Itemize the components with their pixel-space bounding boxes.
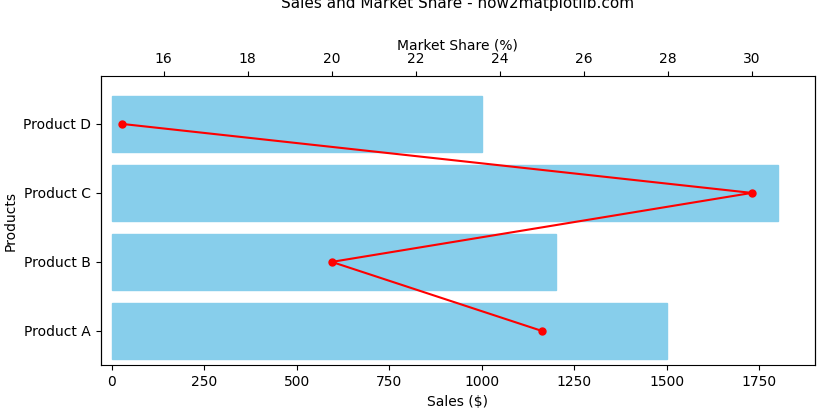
Y-axis label: Products: Products: [3, 191, 18, 250]
Bar: [112, 303, 667, 359]
Bar: [112, 165, 778, 221]
X-axis label: Sales ($): Sales ($): [428, 395, 488, 409]
Bar: [112, 96, 482, 152]
X-axis label: Market Share (%): Market Share (%): [397, 38, 518, 52]
Bar: [112, 234, 556, 289]
Title: Sales and Market Share - how2matplotlib.com: Sales and Market Share - how2matplotlib.…: [281, 0, 634, 10]
